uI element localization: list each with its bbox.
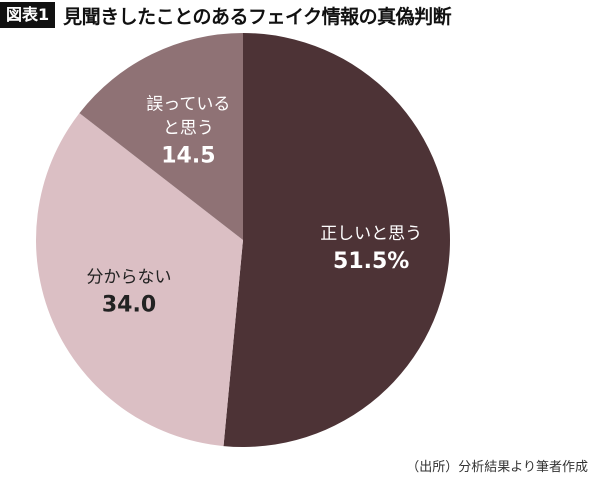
pie-slice: [35, 113, 243, 447]
chart-header: 図表1 見聞きしたことのあるフェイク情報の真偽判断: [0, 0, 452, 30]
slice-category-label: 誤っている: [146, 94, 230, 114]
chart-title: 見聞きしたことのあるフェイク情報の真偽判断: [63, 5, 452, 28]
slice-value-label: 51.5%: [333, 249, 409, 274]
pie-slice: [223, 33, 450, 447]
slice-value-label: 34.0: [102, 292, 156, 317]
slice-category-label: と思う: [163, 118, 214, 138]
slice-value-label: 14.5: [161, 143, 215, 168]
slice-category-label: 正しいと思う: [320, 224, 422, 244]
source-note: （出所）分析結果より筆者作成: [406, 460, 588, 475]
figure-badge: 図表1: [0, 2, 56, 28]
pie-slice: [79, 32, 243, 240]
slice-category-label: 分からない: [87, 267, 172, 287]
